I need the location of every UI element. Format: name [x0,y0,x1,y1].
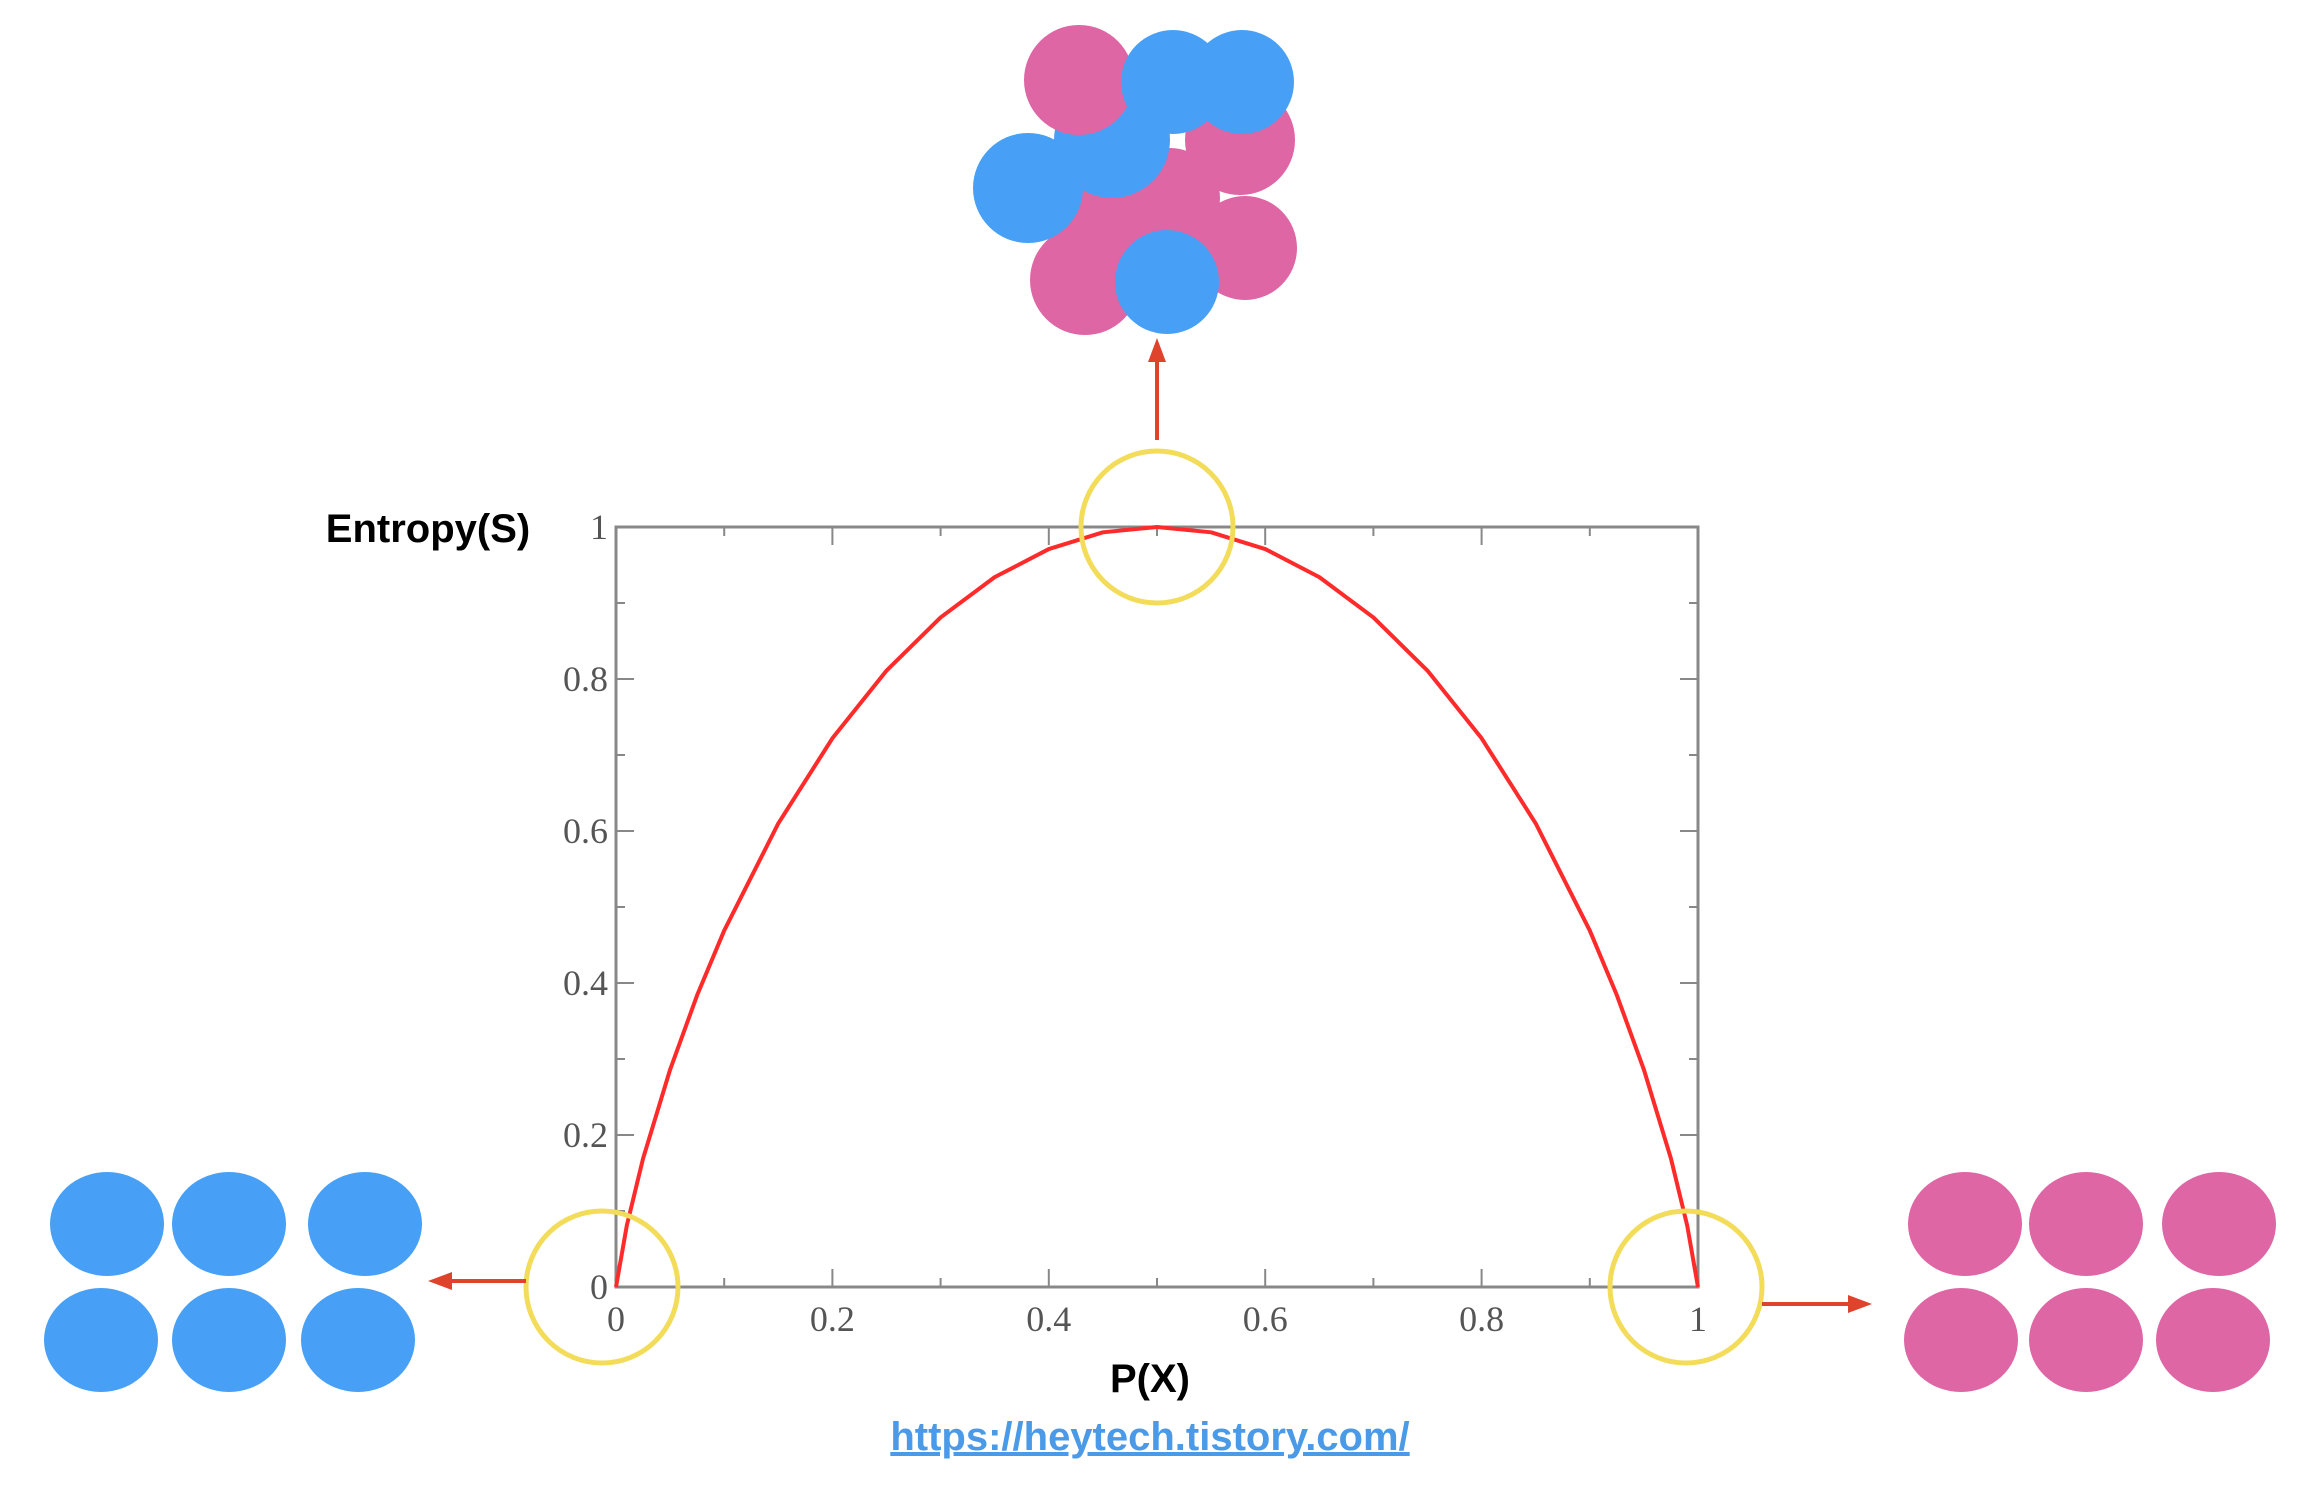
pink-ball [1904,1288,2018,1392]
x-tick-label: 0.6 [1243,1299,1288,1339]
x-tick-label: 1 [1689,1299,1707,1339]
ticks [615,526,1699,1288]
y-tick-label: 1 [590,507,608,547]
blue-ball [301,1288,415,1392]
blue-ball [1190,30,1294,134]
highlight-circles [523,448,1765,1366]
pink-ball [1024,25,1134,135]
arrow-left-head [428,1272,452,1290]
x-tick-label: 0.2 [810,1299,855,1339]
highlight-circle [523,1208,681,1366]
blue-ball [44,1288,158,1392]
pink-ball [2029,1172,2143,1276]
y-tick-label: 0.2 [563,1115,608,1155]
x-tick-label: 0.8 [1459,1299,1504,1339]
y-tick-label: 0 [590,1267,608,1307]
blue-ball [1115,230,1219,334]
series-line-entropy [614,525,1700,1288]
mixed-cluster [973,25,1297,335]
blue-ball [973,133,1083,243]
y-axis-label: Entropy(S) [326,507,530,551]
y-tick-label: 0.8 [563,659,608,699]
highlight-circle [1607,1208,1765,1366]
pink-ball [2162,1172,2276,1276]
pink-ball [1908,1172,2022,1276]
y-tick-label: 0.4 [563,963,608,1003]
blue-ball [308,1172,422,1276]
arrow-right-head [1848,1295,1872,1313]
x-tick-label: 0.4 [1026,1299,1071,1339]
source-link[interactable]: https://heytech.tistory.com/ [890,1415,1409,1459]
pink-group [1904,1172,2276,1392]
blue-group [44,1172,422,1392]
y-tick-label: 0.6 [563,811,608,851]
tick-labels: 0 0.2 0.4 0.6 0.8 1 0 0.2 0.4 0.6 0.8 1 [563,507,1707,1339]
blue-ball [172,1288,286,1392]
pink-ball [2156,1288,2270,1392]
plot-frame [614,525,1700,1289]
pink-ball [2029,1288,2143,1392]
arrows [428,338,1872,1313]
x-axis-label: P(X) [1110,1357,1190,1401]
blue-ball [50,1172,164,1276]
highlight-circle [1078,448,1236,606]
x-tick-label: 0 [607,1299,625,1339]
pink-ball [1193,196,1297,300]
blue-ball [172,1172,286,1276]
arrow-up-head [1148,338,1166,362]
